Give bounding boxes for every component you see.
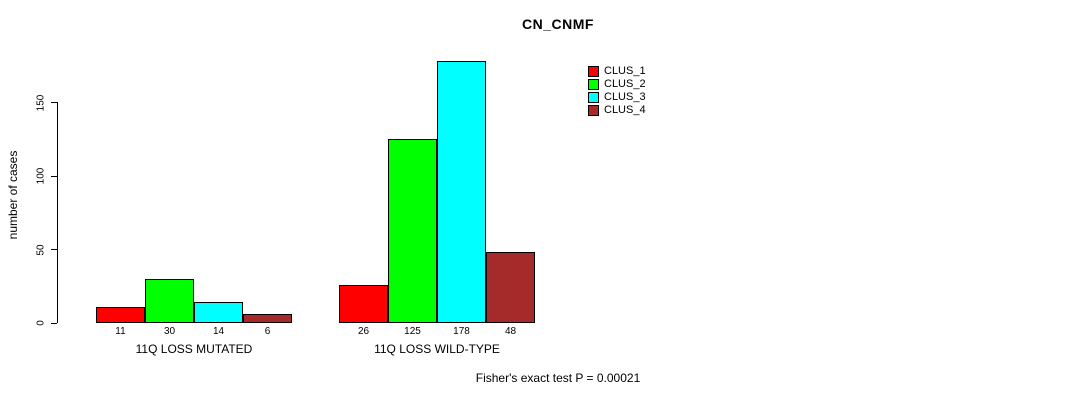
bar-value-label: 14 [212,326,225,337]
y-tick-label: 100 [35,167,47,185]
bar-clus_3-group2 [437,61,486,323]
y-axis-label: number of cases [6,150,20,240]
legend-swatch-clus_2 [588,79,599,90]
legend-item: CLUS_3 [588,91,646,104]
bar-value-label: 30 [163,326,176,337]
y-tick-label: 150 [35,94,47,111]
legend-label: CLUS_4 [604,104,646,116]
group-label: 11Q LOSS WILD-TYPE [374,342,500,356]
y-tick-mark [51,249,57,250]
bar-value-label: 26 [357,326,370,337]
legend-swatch-clus_3 [588,92,599,103]
bar-value-label: 6 [264,326,271,337]
bar-value-label: 178 [453,326,470,337]
y-tick-mark [51,175,57,177]
stat-annotation: Fisher's exact test P = 0.00021 [475,371,641,385]
legend-label: CLUS_1 [604,65,646,77]
bar-value-label: 48 [504,326,517,337]
legend-item: CLUS_4 [588,104,646,117]
bar-clus_1-group1 [96,306,145,323]
y-tick-mark [51,102,57,103]
chart-title: CN_CNMF [522,16,594,32]
y-tick-label: 0 [35,320,47,326]
bar-clus_2-group2 [388,139,437,323]
bar-value-label: 11 [115,326,126,337]
legend-swatch-clus_1 [588,66,599,77]
legend-item: CLUS_2 [588,78,646,91]
legend-label: CLUS_2 [604,78,646,90]
bar-clus_3-group1 [194,302,243,323]
bar-value-label: 125 [404,326,421,337]
bar-clus_2-group1 [145,278,194,323]
y-tick-mark [51,322,57,324]
bar-clus_4-group2 [486,252,535,323]
bar-clus_4-group1 [243,314,292,323]
legend-label: CLUS_3 [604,91,646,103]
y-axis-line [57,102,58,323]
bar-clus_1-group2 [339,284,388,323]
group-label: 11Q LOSS MUTATED [135,342,253,356]
y-tick-label: 50 [35,243,47,256]
legend-swatch-clus_4 [588,105,599,116]
legend: CLUS_1 CLUS_2 CLUS_3 CLUS_4 [588,65,646,117]
legend-item: CLUS_1 [588,65,646,78]
